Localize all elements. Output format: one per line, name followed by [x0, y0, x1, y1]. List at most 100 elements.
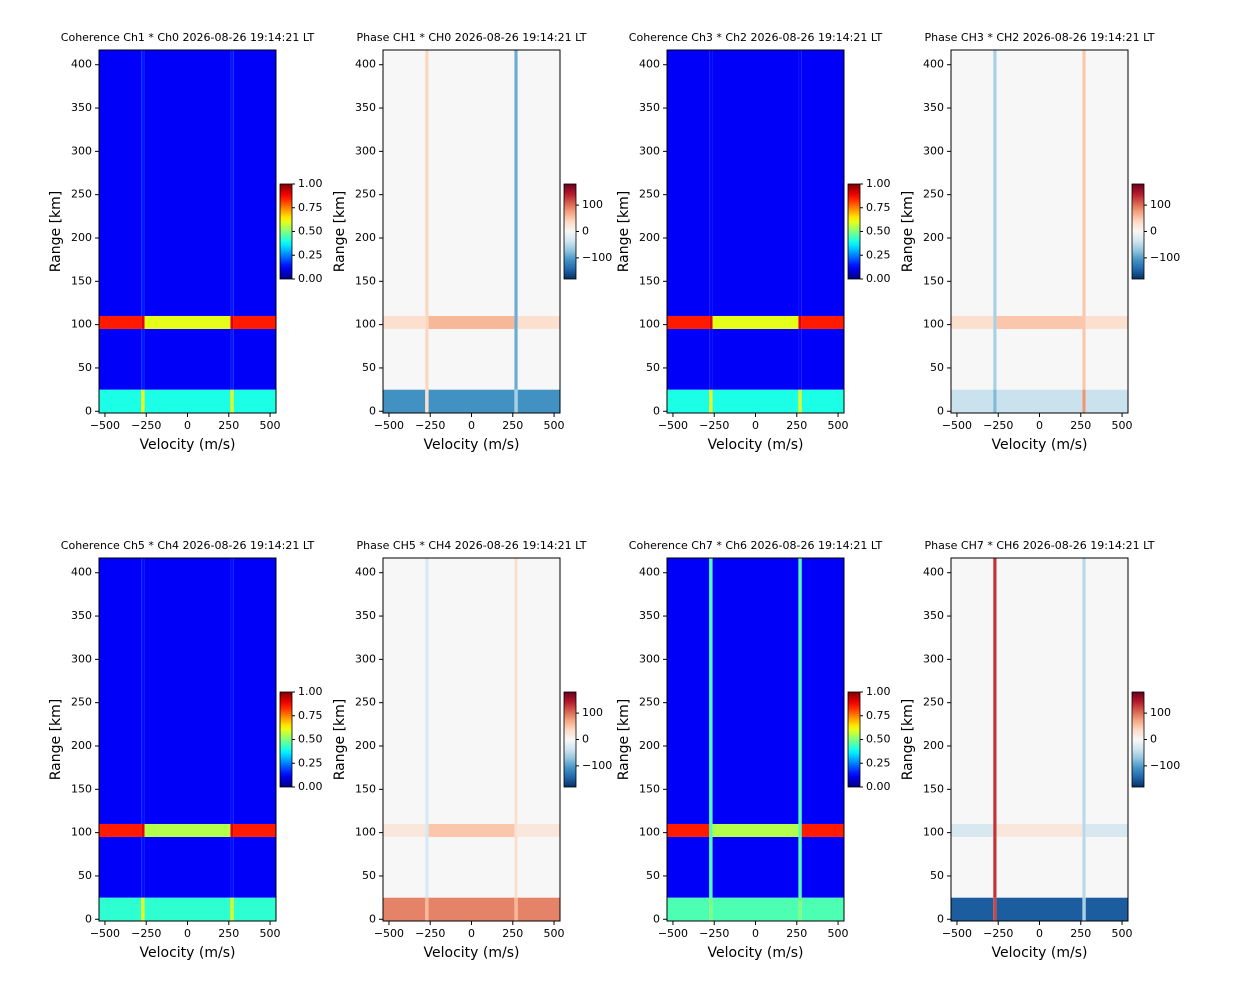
x-tick-label: 500	[1112, 419, 1133, 432]
heatmap-cell	[514, 836, 518, 898]
heatmap-cell	[514, 50, 518, 316]
y-tick-label: 0	[85, 912, 92, 925]
heatmap-cell	[144, 558, 231, 824]
y-tick-label: 200	[923, 739, 944, 752]
heatmap-cell	[996, 389, 1083, 413]
x-tick-label: −500	[658, 927, 688, 940]
heatmap-cell	[99, 823, 142, 837]
heatmap-cell	[230, 558, 234, 824]
heatmap-cell	[667, 836, 710, 898]
subplot: Coherence Ch3 * Ch2 2026-08-26 19:14:21 …	[616, 31, 891, 453]
heatmap-cell	[233, 836, 276, 898]
colorbar-tick-label: 100	[582, 706, 603, 719]
heatmap-cell	[1085, 836, 1128, 898]
heatmap-cell	[993, 50, 997, 316]
heatmap-cell	[993, 836, 997, 898]
y-tick-label: 300	[71, 144, 92, 157]
heatmap-cell	[517, 897, 560, 921]
y-tick-label: 150	[71, 274, 92, 287]
y-tick-label: 0	[369, 404, 376, 417]
colorbar	[1131, 183, 1145, 280]
x-tick-label: 250	[218, 927, 239, 940]
heatmap-cell	[99, 558, 142, 824]
heatmap-cell	[233, 50, 276, 316]
heatmap-cell	[230, 836, 234, 898]
colorbar-tick-label: 0.25	[298, 248, 323, 261]
y-tick-label: 50	[930, 869, 944, 882]
heatmap-cell	[712, 823, 799, 837]
heatmap-cell	[951, 328, 994, 390]
heatmap-cell	[425, 315, 429, 329]
x-axis-label: Velocity (m/s)	[708, 945, 804, 961]
y-tick-label: 200	[71, 739, 92, 752]
heatmap-cell	[951, 897, 994, 921]
x-tick-label: 0	[468, 927, 475, 940]
heatmap-cell	[383, 50, 426, 316]
heatmap-cell	[993, 389, 997, 413]
heatmap-cell	[712, 50, 799, 316]
heatmap-cell	[141, 315, 145, 329]
subplot-title: Coherence Ch7 * Ch6 2026-08-26 19:14:21 …	[629, 539, 883, 552]
x-tick-label: 500	[260, 419, 281, 432]
x-tick-label: −250	[415, 419, 445, 432]
x-tick-label: −250	[983, 419, 1013, 432]
colorbar-tick-label: 0	[582, 733, 589, 746]
heatmap-cell	[709, 823, 713, 837]
heatmap-cell	[428, 50, 515, 316]
heatmap-cell	[712, 558, 799, 824]
y-axis-label: Range [km]	[900, 699, 916, 781]
y-tick-label: 100	[923, 826, 944, 839]
heatmap-cell	[667, 315, 710, 329]
heatmap-cell	[514, 315, 518, 329]
heatmap-cell	[514, 897, 518, 921]
heatmap-cell	[99, 389, 142, 413]
heatmap-cell	[801, 558, 844, 824]
y-tick-label: 400	[355, 566, 376, 579]
heatmap-cell	[425, 389, 429, 413]
subplot-title: Phase CH5 * CH4 2026-08-26 19:14:21 LT	[357, 539, 587, 552]
x-tick-label: 500	[1112, 927, 1133, 940]
y-tick-label: 50	[646, 869, 660, 882]
x-tick-label: −250	[131, 927, 161, 940]
heatmap-cell	[667, 823, 710, 837]
heatmap-cell	[951, 315, 994, 329]
heatmap-cell	[996, 50, 1083, 316]
y-tick-label: 50	[78, 361, 92, 374]
colorbar-tick-label: 0.75	[298, 709, 323, 722]
colorbar-tick-label: 0.75	[866, 709, 891, 722]
heatmap-cell	[425, 50, 429, 316]
heatmap-cell	[993, 897, 997, 921]
colorbar-tick-label: 0.75	[298, 201, 323, 214]
colorbar-tick-label: −100	[1150, 759, 1180, 772]
colorbar-tick-label: 0.00	[298, 780, 323, 793]
heatmap-cell	[712, 328, 799, 390]
heatmap-cell	[230, 315, 234, 329]
colorbar-tick-label: 0.25	[298, 756, 323, 769]
y-axis-label: Range [km]	[332, 699, 348, 781]
x-tick-label: 250	[502, 419, 523, 432]
y-tick-label: 300	[923, 652, 944, 665]
colorbar-tick-label: 100	[582, 198, 603, 211]
y-tick-label: 350	[355, 101, 376, 114]
y-tick-label: 300	[639, 144, 660, 157]
x-tick-label: 0	[184, 927, 191, 940]
heatmap-cell	[141, 836, 145, 898]
colorbar	[847, 691, 861, 788]
heatmap-cell	[230, 50, 234, 316]
heatmap-cell	[428, 836, 515, 898]
heatmap-cell	[383, 558, 426, 824]
heatmap-cell	[1082, 897, 1086, 921]
y-tick-label: 250	[355, 696, 376, 709]
heatmap-cell	[517, 836, 560, 898]
heatmap-cell	[667, 897, 710, 921]
heatmap-cell	[798, 315, 802, 329]
heatmap-cell	[801, 836, 844, 898]
heatmap-cell	[233, 315, 276, 329]
x-axis-label: Velocity (m/s)	[140, 945, 236, 961]
x-tick-label: −250	[415, 927, 445, 940]
y-axis-label: Range [km]	[616, 699, 632, 781]
heatmap-cell	[233, 558, 276, 824]
heatmap-cell	[1082, 836, 1086, 898]
y-tick-label: 150	[639, 274, 660, 287]
heatmap-cell	[233, 389, 276, 413]
